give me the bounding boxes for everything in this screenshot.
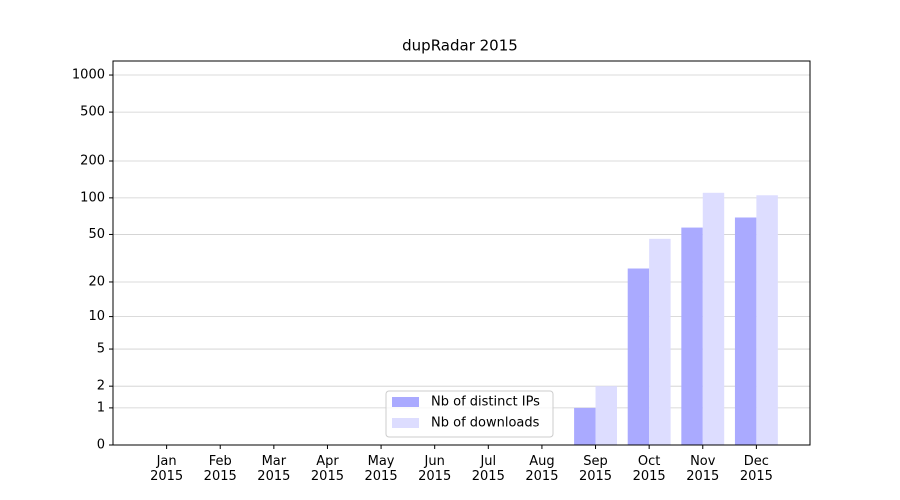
bar (756, 195, 778, 445)
legend: Nb of distinct IPs Nb of downloads (385, 390, 554, 438)
bar (649, 238, 671, 445)
x-tick-label: Apr 2015 (310, 454, 344, 484)
y-tick-label: 20 (88, 274, 105, 289)
bar (734, 217, 757, 445)
y-tick-label: 1 (97, 400, 105, 415)
y-tick-label: 200 (80, 154, 105, 169)
x-tick-label: Mar 2015 (257, 454, 291, 484)
x-tick-label: May 2015 (364, 454, 398, 484)
x-tick-label: Nov 2015 (686, 454, 720, 484)
bar (627, 268, 650, 445)
y-tick-label: 50 (88, 227, 105, 242)
y-tick-label: 0 (97, 438, 105, 453)
x-tick-label: Jul 2015 (471, 454, 505, 484)
legend-label: Nb of downloads (431, 416, 540, 431)
bar (681, 227, 703, 445)
chart-title: dupRadar 2015 (402, 37, 518, 55)
y-tick-label: 100 (80, 190, 105, 205)
y-tick-label: 500 (80, 105, 105, 120)
x-tick-label: Aug 2015 (525, 454, 559, 484)
x-tick-label: Feb 2015 (203, 454, 237, 484)
legend-label: Nb of distinct IPs (431, 395, 540, 410)
y-tick-label: 1000 (72, 68, 105, 83)
x-tick-label: Jan 2015 (150, 454, 184, 484)
x-tick-label: Oct 2015 (632, 454, 666, 484)
y-tick-label: 5 (97, 342, 105, 357)
y-tick-label: 10 (88, 309, 105, 324)
legend-swatch (392, 397, 419, 407)
x-tick-label: Jun 2015 (418, 454, 452, 484)
legend-swatch (392, 418, 419, 428)
bar (574, 407, 596, 445)
bar (595, 386, 617, 445)
y-tick-label: 2 (97, 379, 105, 394)
bar (702, 192, 725, 445)
legend-frame (385, 390, 554, 438)
plot-frame (112, 60, 811, 446)
x-tick-label: Dec 2015 (739, 454, 773, 484)
x-tick-label: Sep 2015 (578, 454, 613, 484)
